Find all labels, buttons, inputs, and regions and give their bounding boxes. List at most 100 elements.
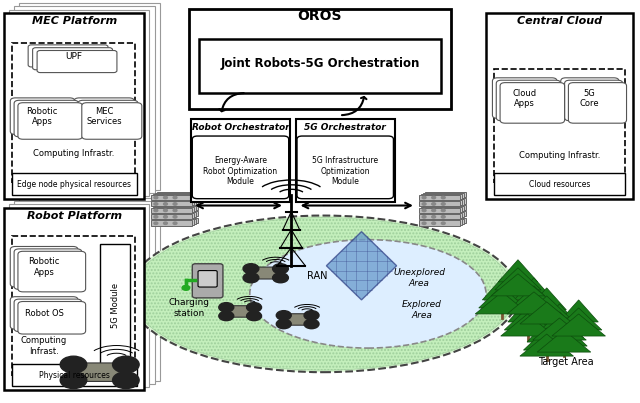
Bar — [191, 119, 290, 202]
FancyBboxPatch shape — [492, 78, 557, 118]
Polygon shape — [532, 318, 586, 340]
Circle shape — [219, 303, 234, 312]
Bar — [198, 39, 442, 93]
Bar — [19, 3, 160, 190]
Polygon shape — [536, 312, 583, 334]
Circle shape — [442, 209, 445, 212]
Bar — [494, 69, 625, 183]
Bar — [14, 201, 155, 384]
Circle shape — [164, 203, 168, 205]
Circle shape — [432, 196, 436, 199]
Text: 5G Orchestrator: 5G Orchestrator — [304, 123, 386, 132]
Circle shape — [422, 196, 426, 199]
FancyBboxPatch shape — [297, 136, 394, 199]
Text: Computing
Infrast.: Computing Infrast. — [21, 337, 67, 356]
Bar — [100, 244, 131, 368]
Bar — [493, 173, 625, 195]
Bar — [151, 208, 192, 213]
Bar — [19, 198, 160, 380]
Ellipse shape — [129, 216, 518, 372]
FancyBboxPatch shape — [192, 136, 289, 199]
Circle shape — [273, 264, 289, 274]
FancyBboxPatch shape — [500, 83, 564, 123]
FancyBboxPatch shape — [18, 103, 83, 139]
Circle shape — [276, 319, 291, 329]
FancyBboxPatch shape — [14, 100, 79, 137]
Bar — [151, 220, 192, 226]
Bar — [14, 6, 155, 193]
Bar — [421, 213, 463, 218]
Polygon shape — [541, 324, 587, 346]
Bar — [421, 194, 463, 199]
Bar — [9, 10, 150, 196]
Text: Explored
Area: Explored Area — [403, 300, 442, 320]
Bar — [9, 204, 150, 387]
Text: Central Cloud: Central Cloud — [517, 16, 602, 26]
Bar — [419, 214, 461, 219]
Bar — [157, 205, 198, 210]
Text: RAN: RAN — [307, 271, 327, 281]
Text: Computing Infrastr.: Computing Infrastr. — [519, 151, 600, 160]
FancyBboxPatch shape — [496, 80, 561, 121]
Bar — [151, 201, 192, 206]
Circle shape — [246, 303, 262, 312]
Text: Robot Orchestrator: Robot Orchestrator — [192, 123, 289, 132]
Bar — [423, 199, 465, 204]
Bar — [425, 205, 467, 210]
FancyBboxPatch shape — [280, 314, 316, 325]
Circle shape — [154, 209, 158, 212]
Circle shape — [173, 203, 177, 205]
FancyBboxPatch shape — [223, 306, 258, 317]
Ellipse shape — [250, 240, 486, 348]
Bar — [153, 220, 194, 225]
Bar — [421, 220, 463, 225]
Bar — [421, 207, 463, 212]
FancyBboxPatch shape — [561, 78, 619, 118]
Bar — [419, 201, 461, 206]
Text: Robot Platform: Robot Platform — [27, 210, 122, 220]
Polygon shape — [508, 300, 547, 322]
Circle shape — [243, 264, 259, 274]
Circle shape — [164, 216, 168, 218]
Polygon shape — [500, 314, 554, 336]
Circle shape — [432, 216, 436, 218]
FancyBboxPatch shape — [10, 98, 75, 135]
Bar — [419, 195, 461, 200]
Circle shape — [442, 196, 445, 199]
FancyBboxPatch shape — [37, 50, 117, 73]
FancyBboxPatch shape — [28, 45, 108, 67]
Polygon shape — [495, 268, 541, 290]
Text: 5G
Core: 5G Core — [580, 89, 599, 108]
Circle shape — [154, 203, 158, 205]
Text: Target Area: Target Area — [538, 357, 594, 367]
Text: UPF: UPF — [65, 52, 82, 60]
Circle shape — [442, 222, 445, 224]
FancyBboxPatch shape — [564, 80, 623, 121]
FancyBboxPatch shape — [18, 301, 86, 334]
Polygon shape — [524, 296, 570, 318]
Bar — [425, 192, 467, 197]
Circle shape — [422, 222, 426, 224]
Bar — [157, 211, 198, 216]
Bar — [423, 218, 465, 224]
FancyBboxPatch shape — [14, 249, 82, 289]
Circle shape — [243, 273, 259, 283]
Polygon shape — [491, 274, 545, 296]
Bar — [153, 200, 194, 206]
Circle shape — [422, 216, 426, 218]
Text: Joint Robots-5G Orchestration: Joint Robots-5G Orchestration — [220, 58, 420, 71]
Bar — [4, 13, 145, 199]
Polygon shape — [544, 316, 584, 338]
Text: Unexplored
Area: Unexplored Area — [393, 268, 445, 287]
FancyBboxPatch shape — [70, 363, 130, 381]
Bar — [12, 236, 135, 376]
Bar — [425, 198, 467, 204]
Text: Physical resources: Physical resources — [38, 371, 109, 380]
Circle shape — [432, 203, 436, 205]
FancyBboxPatch shape — [568, 83, 627, 123]
FancyBboxPatch shape — [74, 98, 134, 135]
Bar — [419, 220, 461, 226]
Circle shape — [422, 209, 426, 212]
Bar — [157, 218, 198, 223]
Circle shape — [113, 372, 139, 388]
